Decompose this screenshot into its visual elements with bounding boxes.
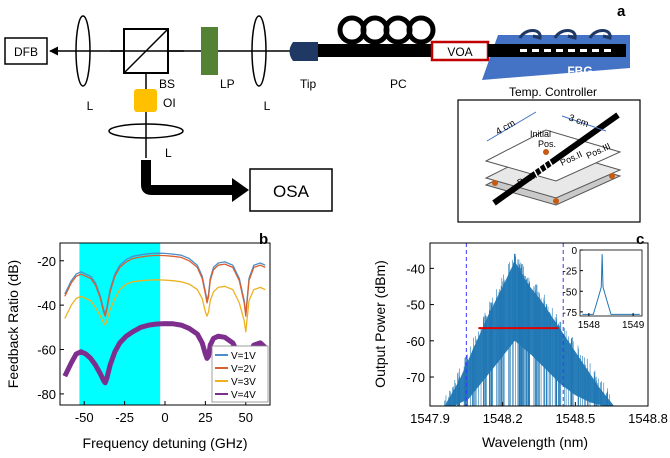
lp-label: LP bbox=[220, 77, 235, 91]
ytick-label-b: -60 bbox=[37, 343, 56, 358]
initial-pos-label: Initial bbox=[530, 129, 551, 139]
ylabel-b: Feedback Ratio (dB) bbox=[5, 260, 21, 388]
fbg-label: FBG bbox=[567, 64, 592, 78]
lens-right bbox=[251, 15, 267, 87]
inset-ytick-label: 0 bbox=[571, 246, 577, 257]
inset-ytick-label: -25 bbox=[563, 267, 578, 278]
xtick-label-b: 50 bbox=[239, 410, 253, 425]
xtick-label-b: 0 bbox=[161, 410, 168, 425]
osa-label: OSA bbox=[273, 182, 310, 201]
ytick-label-c: -70 bbox=[406, 370, 425, 385]
xtick-label-b: -50 bbox=[75, 410, 94, 425]
optical-isolator bbox=[134, 89, 157, 112]
legend-entry-b: V=1V bbox=[231, 351, 256, 362]
ytick-label-b: -80 bbox=[37, 387, 56, 402]
polarization-controller bbox=[337, 15, 436, 45]
panel-c-chart: c -40-50-60-70 1547.9 1548.2 1548.5 1548.8 … bbox=[372, 231, 668, 450]
voa-label: VOA bbox=[447, 45, 472, 59]
ylabel-c: Output Power (dBm) bbox=[372, 260, 388, 388]
panel-label-c: c bbox=[636, 231, 644, 248]
inset-ytick-label: -50 bbox=[563, 287, 578, 298]
legend-entry-b: V=3V bbox=[231, 377, 256, 388]
fiber-tip bbox=[289, 42, 318, 61]
plot-frame-c bbox=[429, 242, 649, 407]
inset-xtick-label: 1548 bbox=[578, 320, 601, 331]
osa-box bbox=[249, 168, 333, 212]
ytick-label-c: -40 bbox=[406, 261, 425, 276]
temp-controller-label: Temp. Controller bbox=[509, 85, 597, 99]
dfb-box bbox=[4, 37, 48, 65]
panel-label-b: b bbox=[259, 231, 268, 248]
xtick-label-c: 1548.8 bbox=[628, 411, 668, 426]
xtick-label-c: 1547.9 bbox=[410, 411, 450, 426]
oi-label: OI bbox=[163, 96, 176, 110]
fbg-slab bbox=[482, 35, 630, 80]
lens-bottom-label: L bbox=[165, 146, 172, 160]
xlabel-b: Frequency detuning (GHz) bbox=[83, 435, 248, 451]
initial-pos-label-2: Pos. bbox=[538, 139, 556, 149]
inset-spectrum bbox=[582, 254, 640, 315]
panel-a-setup: a DFB L BS LP L Tip PC bbox=[4, 3, 641, 223]
ytick-label-c: -60 bbox=[406, 334, 425, 349]
inset-ytick-label: -75 bbox=[563, 308, 578, 319]
xlabel-c: Wavelength (nm) bbox=[482, 434, 588, 450]
osa-fiber bbox=[141, 160, 232, 195]
linear-polarizer bbox=[201, 27, 218, 75]
spectrum-noise bbox=[444, 256, 610, 406]
inset-xtick-label: 1549 bbox=[622, 320, 645, 331]
ytick-label-c: -50 bbox=[406, 298, 425, 313]
lens-left bbox=[75, 15, 91, 87]
bs-label: BS bbox=[159, 77, 175, 91]
reflection-arrows bbox=[518, 29, 612, 40]
lens-right-label: L bbox=[264, 99, 271, 113]
inset-diagram: 4 cm 3 cm Initial Pos. Pos.I Pos.II Pos.… bbox=[457, 99, 641, 223]
legend-b: V=1V V=2V V=3V V=4V bbox=[211, 345, 269, 403]
dfb-label: DFB bbox=[14, 45, 38, 59]
ytick-label-b: -20 bbox=[37, 254, 56, 269]
xtick-label-b: -25 bbox=[115, 410, 134, 425]
xtick-label-c: 1548.2 bbox=[483, 411, 523, 426]
xtick-label-b: 25 bbox=[198, 410, 212, 425]
panel-b-chart: b -20 -40 -60 -80 -50 -25 0 25 50 Frequency det… bbox=[5, 231, 271, 451]
lens-bottom bbox=[108, 123, 184, 139]
series-v-2v bbox=[64, 254, 266, 317]
inset-frame bbox=[579, 249, 643, 317]
series-v-3v bbox=[64, 279, 266, 333]
pc-label: PC bbox=[390, 77, 407, 91]
lens-left-label: L bbox=[87, 99, 94, 113]
ytick-label-b: -40 bbox=[37, 298, 56, 313]
legend-entry-b: V=4V bbox=[231, 390, 256, 401]
xtick-label-c: 1548.5 bbox=[555, 411, 595, 426]
legend-entry-b: V=2V bbox=[231, 364, 256, 375]
panel-label-a: a bbox=[617, 3, 626, 20]
tip-label: Tip bbox=[300, 77, 317, 91]
